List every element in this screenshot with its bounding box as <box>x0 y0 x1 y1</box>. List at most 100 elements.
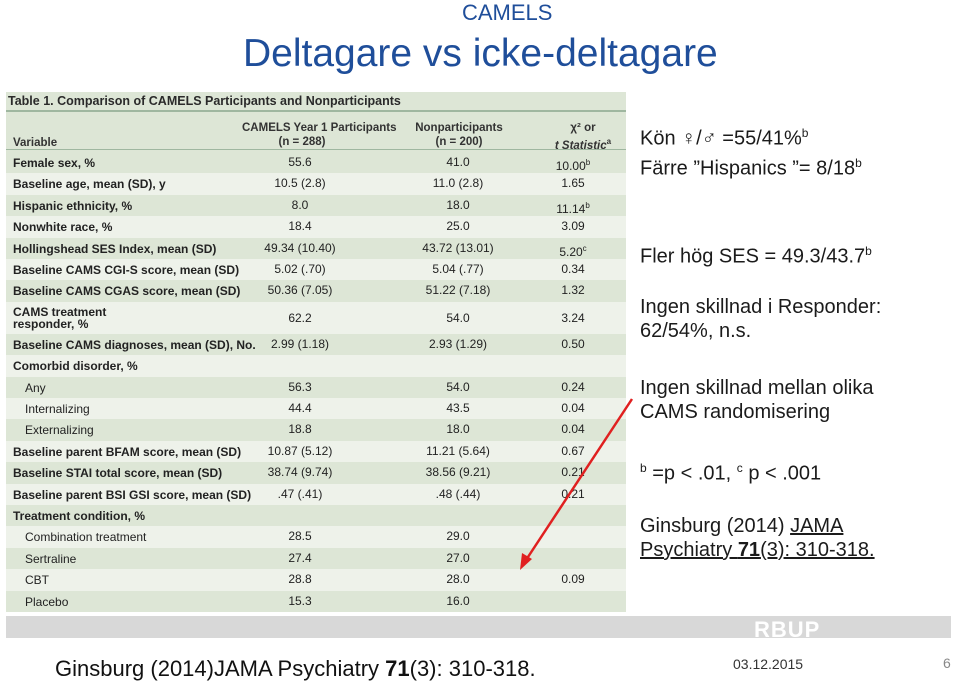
row-cell-3: 1.65 <box>538 173 608 194</box>
cell-value: 0.21 <box>561 486 585 501</box>
cell-value: 18.0 <box>446 422 470 437</box>
row-label-text: Comorbid disorder, % <box>13 359 138 374</box>
row-label: Sertraline <box>25 553 76 565</box>
note-ref-pages: (3): 310-318. <box>760 539 875 561</box>
cell-value: 28.8 <box>288 572 312 587</box>
note-reference: Ginsburg (2014) JAMA Psychiatry 71(3): 3… <box>640 514 875 562</box>
row-cell-1: 10.87 (5.12) <box>250 441 350 462</box>
row-cell-3: 1.32 <box>538 280 608 301</box>
header-nonparticipants-line2: (n = 200) <box>435 136 483 148</box>
row-cell-2: 43.5 <box>408 398 508 419</box>
row-label-text: Baseline parent BSI GSI score, mean (SD) <box>13 487 252 502</box>
row-label-text: Baseline parent BFAM score, mean (SD) <box>13 444 242 459</box>
row-cell-1: 5.02 (.70) <box>250 259 350 280</box>
row-label-text: Hispanic ethnicity, % <box>13 198 133 213</box>
note-kon: Kön ♀/♂ =55/41%b <box>640 121 808 151</box>
slide-kicker: CAMELS <box>462 0 553 25</box>
row-cell-3: 3.09 <box>538 216 608 237</box>
row-cell-2: 11.21 (5.64) <box>408 441 508 462</box>
row-label: CAMS treatment responder, % <box>13 306 106 330</box>
note-responder: Ingen skillnad i Responder: 62/54%, n.s. <box>640 295 881 343</box>
row-label: Any <box>25 382 46 394</box>
cell-value: 0.04 <box>561 401 585 415</box>
row-cell-3: 0.21 <box>538 484 608 505</box>
cell-value: 50.36 (7.05) <box>267 283 333 298</box>
row-cell-2: .48 (.44) <box>408 484 508 505</box>
row-label-text: Female sex, % <box>13 156 96 170</box>
row-cell-1: 18.4 <box>250 216 350 237</box>
cell-value: 16.0 <box>446 593 470 608</box>
row-label: Hollingshead SES Index, mean (SD) <box>13 243 216 255</box>
cell-value: 51.22 (7.18) <box>425 283 491 298</box>
cell-value: 0.67 <box>561 443 585 458</box>
cell-value: 11.14 <box>556 201 586 216</box>
cell-value: 28.5 <box>288 529 312 544</box>
note-sig-mid: =p < .01, <box>646 462 737 485</box>
row-cell-2: 54.0 <box>408 302 508 334</box>
table-row: Baseline parent BSI GSI score, mean (SD)… <box>6 483 626 505</box>
table-top-rule <box>6 110 626 112</box>
row-label-text: Combination treatment <box>25 530 147 545</box>
cell-value: 10.00 <box>555 159 586 173</box>
cell-value: 18.8 <box>288 422 312 437</box>
row-cell-2: 54.0 <box>408 377 508 398</box>
row-label-text: Baseline CAMS CGI-S score, mean (SD) <box>13 263 240 277</box>
cell-value: 2.99 (1.18) <box>270 336 330 351</box>
row-label-text: Placebo <box>25 594 69 609</box>
footer-reference: Ginsburg (2014)JAMA Psychiatry 71(3): 31… <box>55 656 536 682</box>
row-label: Baseline STAI total score, mean (SD) <box>13 467 222 479</box>
row-cell-2: 25.0 <box>408 216 508 237</box>
note-kon-prefix: Kön <box>640 127 682 150</box>
rbup-logo: RBUP <box>754 617 821 642</box>
row-label: Baseline parent BFAM score, mean (SD) <box>13 446 241 458</box>
row-cell-1: 56.3 <box>250 377 350 398</box>
note-reference-line2: Psychiatry 71(3): 310-318. <box>640 538 875 562</box>
row-label-text: Nonwhite race, % <box>13 220 113 235</box>
row-cell-2: 16.0 <box>408 591 508 612</box>
cell-value: 11.21 (5.64) <box>426 443 490 458</box>
row-cell-2: 2.93 (1.29) <box>408 334 508 355</box>
cell-value: 27.0 <box>446 550 470 565</box>
row-cell-1: 8.0 <box>250 195 350 216</box>
cell-value: 28.0 <box>446 572 470 587</box>
row-label: Internalizing <box>25 403 90 415</box>
note-randomisering-line1: Ingen skillnad mellan olika <box>640 377 874 399</box>
row-cell-3: 0.21 <box>538 462 608 483</box>
row-label-text: Baseline STAI total score, mean (SD) <box>13 466 223 481</box>
row-label: Comorbid disorder, % <box>13 360 138 372</box>
row-cell-1: 44.4 <box>250 398 350 419</box>
cell-value: 11.0 (2.8) <box>432 176 484 191</box>
table-row: Treatment condition, % <box>6 505 626 526</box>
cell-value: 18.4 <box>288 219 312 234</box>
cell-value: 55.6 <box>288 155 312 169</box>
row-cell-2: 5.04 (.77) <box>408 259 508 280</box>
header-statistic: χ² or t Statistica <box>548 121 618 153</box>
page-number: 6 <box>943 655 951 671</box>
cell-value: 10.87 (5.12) <box>267 443 333 458</box>
table-row: Baseline CAMS diagnoses, mean (SD), No. 2… <box>6 334 626 355</box>
table-row: Baseline STAI total score, mean (SD) 38.7… <box>6 462 626 483</box>
table-row: Sertraline 27.4 27.0 <box>6 548 626 569</box>
row-cell-3: 0.67 <box>538 441 608 462</box>
table-row: Baseline CAMS CGAS score, mean (SD) 50.36… <box>6 280 626 301</box>
row-cell-1: 28.5 <box>250 526 350 547</box>
note-responder-line2: 62/54%, n.s. <box>640 320 752 342</box>
row-cell-2: 28.0 <box>408 569 508 590</box>
cell-value: 18.0 <box>446 197 470 212</box>
table-row: Combination treatment 28.5 29.0 <box>6 526 626 548</box>
header-nonparticipants: Nonparticipants (n = 200) <box>404 121 514 149</box>
row-cell-3: 10.00b <box>538 152 608 177</box>
cell-value: 1.65 <box>561 176 585 191</box>
cell-value: 38.56 (9.21) <box>425 465 491 480</box>
cell-value: 62.2 <box>288 310 312 325</box>
row-cell-3: 0.09 <box>538 569 608 590</box>
row-cell-2: 51.22 (7.18) <box>408 280 508 301</box>
footer-bar <box>6 616 951 638</box>
cell-value: 5.20 <box>559 244 583 259</box>
note-kon-value: =55/41% <box>716 127 802 150</box>
cell-value: 56.3 <box>288 379 312 394</box>
cell-value: 0.21 <box>561 465 585 480</box>
note-sig-b: b <box>640 461 647 475</box>
row-cell-1: 18.8 <box>250 419 350 440</box>
note-ref-psychiatry: Psychiatry <box>640 539 738 561</box>
